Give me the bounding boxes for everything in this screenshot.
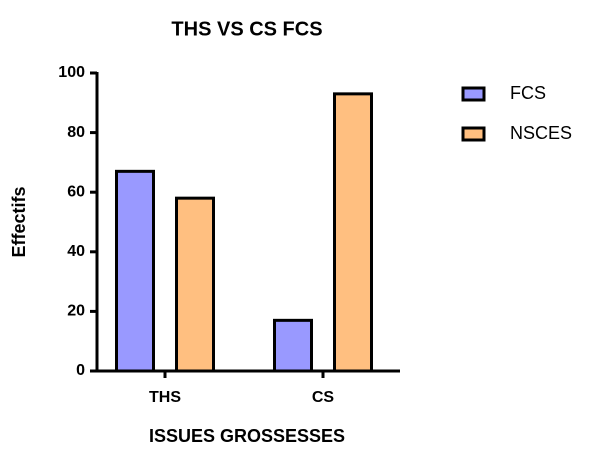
x-axis-label: ISSUES GROSSESSES xyxy=(149,426,345,446)
legend-swatch xyxy=(461,86,486,102)
y-tick-label: 100 xyxy=(58,64,85,81)
legend-label: NSCES xyxy=(510,123,572,143)
y-tick-label: 20 xyxy=(67,303,85,320)
bar xyxy=(175,196,215,373)
y-tick-label: 0 xyxy=(76,362,85,379)
chart-title: THS VS CS FCS xyxy=(171,18,322,40)
bar xyxy=(333,92,373,373)
bar xyxy=(115,169,155,373)
y-tick-label: 80 xyxy=(67,124,85,141)
bar xyxy=(273,318,313,373)
legend-label: FCS xyxy=(510,83,546,103)
y-tick-label: 40 xyxy=(67,243,85,260)
y-tick-label: 60 xyxy=(67,183,85,200)
y-axis-label: Effectifs xyxy=(9,186,29,257)
x-tick-label: CS xyxy=(312,389,335,406)
legend-swatch xyxy=(461,126,486,142)
x-tick-label: THS xyxy=(149,389,181,406)
